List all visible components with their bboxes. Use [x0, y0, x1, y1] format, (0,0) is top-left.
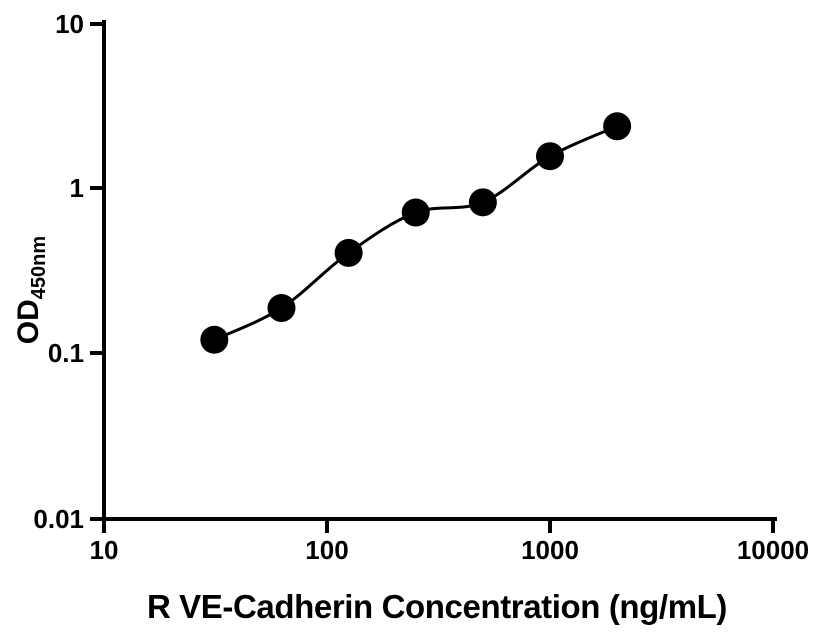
y-axis-title: OD450nm	[12, 236, 50, 344]
y-axis-ticks	[90, 22, 104, 521]
x-tick-label-1000: 1000	[521, 535, 579, 565]
data-point	[401, 198, 430, 227]
y-tick-label-0-1: 0.1	[48, 338, 84, 368]
data-point	[468, 188, 497, 217]
y-axis-tick-labels: 10 1 0.1 0.01	[33, 9, 84, 534]
x-tick-label-10000: 10000	[737, 535, 809, 565]
y-axis-title-text: OD450nm	[12, 236, 50, 344]
x-axis-title: R VE-Cadherin Concentration (ng/mL)	[147, 588, 727, 625]
data-point	[334, 238, 363, 267]
y-axis-title-subscript: 450nm	[28, 236, 50, 299]
data-point	[603, 112, 632, 141]
data-point-group	[200, 112, 632, 354]
data-point	[267, 294, 296, 323]
y-tick-label-10: 10	[55, 9, 84, 39]
data-point	[536, 142, 564, 171]
y-tick-label-1: 1	[70, 173, 84, 203]
y-tick-label-0-01: 0.01	[33, 504, 84, 534]
x-axis-tick-labels: 10 100 1000 10000	[90, 535, 810, 565]
x-axis-ticks	[102, 519, 775, 533]
x-tick-label-10: 10	[90, 535, 119, 565]
data-point	[200, 325, 229, 354]
y-axis-title-base: OD	[12, 299, 45, 344]
x-tick-label-100: 100	[305, 535, 348, 565]
